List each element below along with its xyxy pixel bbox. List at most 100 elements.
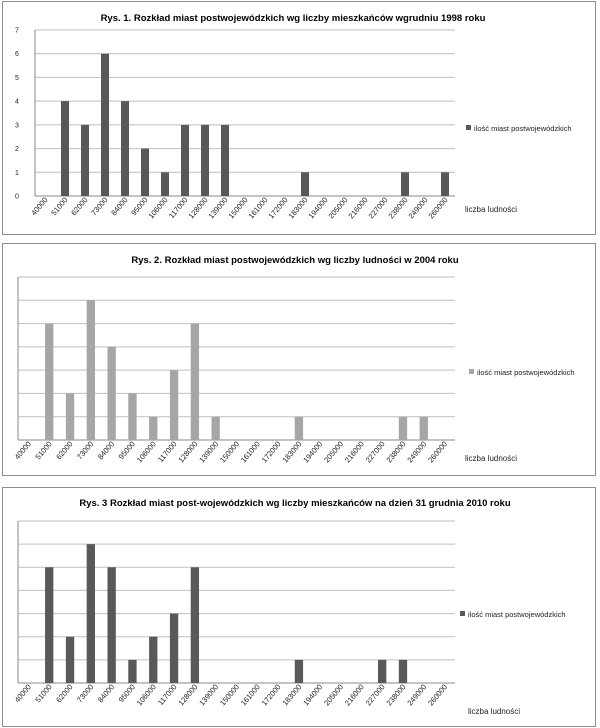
x-tick-label: 139000 <box>197 683 220 708</box>
x-tick-label: 51000 <box>33 440 53 462</box>
x-tick-label: 249000 <box>405 440 428 465</box>
bar <box>149 636 158 683</box>
bar <box>419 416 428 440</box>
x-tick-label: 227000 <box>364 440 387 465</box>
bar <box>161 172 169 196</box>
x-tick-label: 84000 <box>96 683 116 705</box>
x-tick-label: 128000 <box>176 440 199 465</box>
chart-title: Rys. 1. Rozkład miast postwojewódzkich w… <box>101 13 486 24</box>
x-tick-label: 205000 <box>322 440 345 465</box>
x-tick-label: 183000 <box>287 196 310 221</box>
x-tick-label: 238000 <box>385 440 408 465</box>
x-tick-label: 73000 <box>89 196 109 218</box>
x-tick-label: 260000 <box>426 440 449 465</box>
bar <box>45 567 54 683</box>
x-tick-label: 249000 <box>407 196 430 221</box>
chart-panel-3: Rys. 3 Rozkład miast post-wojewódzkich w… <box>2 487 596 727</box>
x-tick-label: 73000 <box>75 683 95 705</box>
x-axis-label: liczba ludności <box>465 205 517 214</box>
y-tick-label: 6 <box>15 51 19 58</box>
y-tick-label: 0 <box>15 194 19 201</box>
x-tick-label: 117000 <box>167 196 190 221</box>
legend-label: ilość miast postwojewódzkich <box>474 124 572 133</box>
x-tick-label: 172000 <box>267 196 290 221</box>
x-tick-label: 150000 <box>218 440 241 465</box>
bar <box>65 393 75 440</box>
chart-2: Rys. 2. Rozkład miast postwojewódzkich w… <box>13 255 575 465</box>
x-tick-label: 161000 <box>239 440 262 465</box>
bar <box>221 124 229 196</box>
x-tick-label: 205000 <box>327 196 350 221</box>
x-tick-label: 128000 <box>176 683 199 708</box>
y-tick-label: 7 <box>15 28 19 35</box>
x-tick-label: 84000 <box>109 196 129 218</box>
legend-label: ilość miast postwojewódzkich <box>477 368 575 377</box>
x-tick-label: 260000 <box>427 196 450 221</box>
x-tick-label: 51000 <box>33 683 53 705</box>
chart-3: Rys. 3 Rozkład miast post-wojewódzkich w… <box>13 498 566 716</box>
bar <box>107 346 116 440</box>
bar <box>378 659 387 683</box>
x-tick-label: 194000 <box>301 440 324 465</box>
bar <box>86 300 95 440</box>
x-tick-label: 139000 <box>197 440 220 465</box>
x-tick-label: 238000 <box>387 196 410 221</box>
chart-title: Rys. 2. Rozkład miast postwojewódzkich w… <box>131 255 459 266</box>
bar <box>211 416 220 440</box>
x-tick-label: 161000 <box>247 196 270 221</box>
x-tick-label: 183000 <box>280 683 303 708</box>
x-tick-label: 161000 <box>239 683 262 708</box>
x-tick-label: 117000 <box>156 683 179 708</box>
x-tick-label: 216000 <box>343 683 366 708</box>
x-tick-label: 172000 <box>260 683 283 708</box>
x-tick-label: 40000 <box>13 440 33 462</box>
x-tick-label: 249000 <box>405 683 428 708</box>
x-tick-label: 106000 <box>135 440 158 465</box>
bar <box>169 370 179 440</box>
x-tick-label: 106000 <box>135 683 158 708</box>
bar <box>45 323 54 440</box>
bar <box>107 567 116 683</box>
legend-swatch <box>466 125 471 130</box>
bar <box>121 101 129 196</box>
bar <box>294 416 304 440</box>
chart-1: Rys. 1. Rozkład miast postwojewódzkich w… <box>15 13 572 221</box>
x-tick-label: 117000 <box>156 440 179 465</box>
chart-panel-1: Rys. 1. Rozkład miast postwojewódzkich w… <box>2 1 596 235</box>
bar <box>398 659 408 683</box>
x-axis-label: liczba ludności <box>465 454 517 463</box>
x-tick-label: 40000 <box>13 683 33 705</box>
legend-swatch <box>460 611 465 616</box>
x-tick-label: 62000 <box>69 196 89 218</box>
bar <box>190 567 200 683</box>
x-tick-label: 84000 <box>96 440 116 462</box>
x-tick-label: 106000 <box>147 196 170 221</box>
bar <box>128 659 137 683</box>
x-tick-label: 150000 <box>227 196 250 221</box>
x-tick-label: 128000 <box>187 196 210 221</box>
x-tick-label: 172000 <box>260 440 283 465</box>
x-tick-label: 194000 <box>307 196 330 221</box>
y-tick-label: 1 <box>15 170 19 177</box>
x-tick-label: 40000 <box>29 196 49 218</box>
x-tick-label: 227000 <box>367 196 390 221</box>
x-tick-label: 216000 <box>347 196 370 221</box>
bar <box>169 613 179 683</box>
x-tick-label: 205000 <box>322 683 345 708</box>
x-tick-label: 183000 <box>280 440 303 465</box>
bar <box>65 636 75 683</box>
y-tick-label: 4 <box>15 99 19 106</box>
bar <box>441 172 449 196</box>
chart-panel-2: Rys. 2. Rozkład miast postwojewódzkich w… <box>2 243 596 476</box>
legend-label: ilość miast postwojewódzkich <box>468 610 566 619</box>
bar <box>181 124 189 196</box>
bar <box>81 124 89 196</box>
bar <box>101 53 109 196</box>
y-tick-label: 2 <box>15 146 19 153</box>
x-axis-label: liczba ludności <box>468 707 520 716</box>
x-tick-label: 216000 <box>343 440 366 465</box>
bar <box>128 393 137 440</box>
legend-swatch <box>469 369 474 374</box>
x-tick-label: 194000 <box>301 683 324 708</box>
y-tick-label: 5 <box>15 75 19 82</box>
